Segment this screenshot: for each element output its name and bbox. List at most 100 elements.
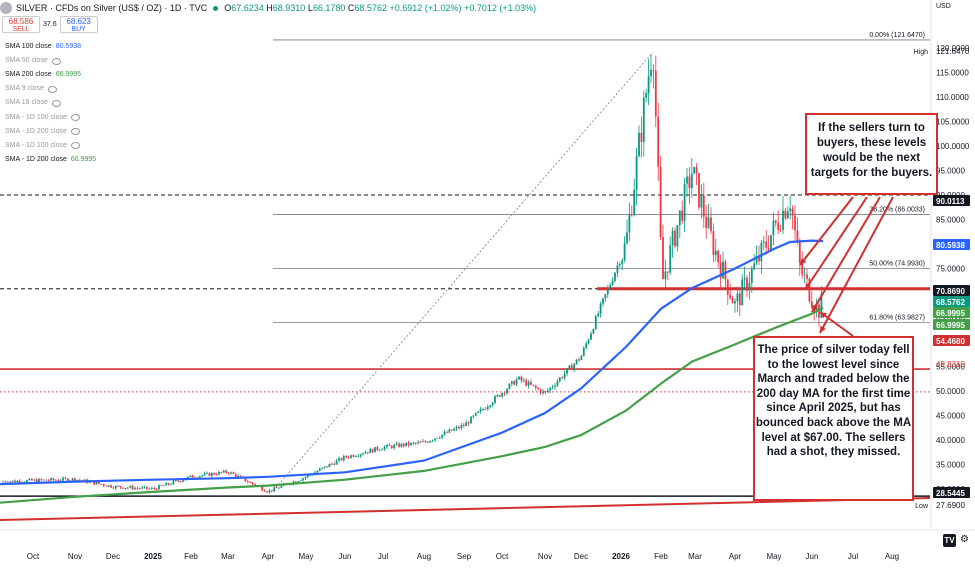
candle-body [460, 425, 463, 429]
candle-body [191, 475, 194, 478]
price-label: 28.5445 [936, 489, 965, 498]
candle-body [102, 484, 105, 486]
candle-body [503, 392, 506, 394]
candle-body [30, 478, 33, 481]
candle-body [707, 217, 710, 228]
close-value: 68.5762 [354, 3, 387, 13]
price-label: 121.6470 [936, 47, 970, 56]
tradingview-logo[interactable]: TV [943, 534, 956, 547]
candle-body [611, 280, 614, 285]
candle-body [148, 488, 151, 490]
candle-body [18, 480, 21, 483]
candle-body [470, 416, 472, 424]
candle-body [136, 487, 139, 489]
candle-body [347, 457, 350, 459]
y-tick-label: 120.0000 [936, 44, 970, 53]
indicator-row[interactable]: SMA 200 close 66.9995 [5, 68, 96, 82]
indicator-row[interactable]: SMA 9 close [5, 82, 96, 96]
candle-body [810, 301, 813, 308]
candle-body [107, 485, 110, 487]
chart-header: SILVER · CFDs on Silver (US$ / OZ) · 1D … [0, 0, 536, 16]
y-tick-label: 35.0000 [936, 461, 965, 470]
price-label: 66.9995 [936, 321, 965, 330]
candle-body [26, 480, 28, 483]
buy-label: BUY [71, 26, 86, 33]
indicator-row[interactable]: SMA 50 close [5, 54, 96, 68]
indicator-row[interactable]: SMA 100 close 80.5938 [5, 40, 96, 54]
candle-body [671, 230, 674, 246]
candle-body [544, 391, 547, 392]
candle-body [585, 343, 588, 348]
candle-body [774, 220, 777, 223]
candle-body [750, 269, 753, 283]
candle-body [203, 473, 206, 476]
candle-body [714, 250, 717, 256]
y-tick-label: 55.0000 [936, 363, 965, 372]
annotation-arrowhead [800, 258, 807, 265]
candle-body [563, 373, 566, 378]
candle-body [520, 376, 523, 381]
candle-body [455, 427, 458, 429]
candle-body [93, 481, 96, 485]
price-label-bg [933, 239, 970, 250]
indicator-row[interactable]: SMA - 1D 100 close [5, 110, 96, 124]
candle-body [743, 277, 746, 280]
currency-label[interactable]: USD [936, 3, 951, 10]
buy-button[interactable]: 68.623 BUY [59, 16, 98, 33]
candle-body [438, 437, 441, 439]
candle-body [594, 316, 597, 330]
candle-body [695, 167, 698, 174]
candle-body [717, 250, 720, 263]
spread-value: 37.6 [43, 21, 57, 28]
candle-body [273, 487, 276, 492]
candle-body [14, 480, 16, 483]
candle-body [225, 470, 228, 473]
candle-body [405, 442, 408, 447]
candle-body [698, 173, 700, 208]
hidden-eye-icon[interactable] [70, 128, 80, 136]
indicator-label: SMA 200 close [5, 71, 52, 79]
candle-body [62, 477, 64, 481]
candle-body [174, 480, 177, 482]
candle-body [294, 481, 297, 483]
candle-body [633, 189, 636, 215]
candle-body [578, 359, 580, 361]
candle-body [642, 97, 645, 142]
candle-body [779, 229, 782, 231]
hidden-eye-icon[interactable] [70, 114, 80, 122]
indicator-row[interactable]: SMA - 1D 100 close [5, 139, 96, 153]
candle-body [318, 468, 321, 472]
hidden-eye-icon[interactable] [51, 99, 61, 107]
candle-body [162, 485, 165, 487]
indicator-row[interactable]: SMA - 1D 200 close [5, 125, 96, 139]
hidden-eye-icon[interactable] [47, 85, 57, 93]
candle-body [119, 486, 122, 488]
indicator-row[interactable]: SMA - 1D 200 close 66.9995 [5, 153, 96, 167]
price-label-bg [933, 285, 970, 296]
indicator-row[interactable]: SMA 18 close [5, 96, 96, 110]
candle-body [220, 471, 223, 473]
annotation-arrow [819, 196, 894, 334]
candle-body [539, 389, 542, 394]
candle-body [801, 263, 804, 275]
hidden-eye-icon[interactable] [51, 57, 61, 65]
y-tick-label: 95.0000 [936, 167, 965, 176]
candle-body [681, 210, 684, 221]
candle-body [52, 478, 55, 480]
x-tick-label: Sep [457, 552, 472, 561]
sell-price: 68.586 [8, 17, 34, 26]
sell-button[interactable]: 68.586 SELL [2, 16, 40, 33]
settings-gear-icon[interactable]: ⚙ [960, 534, 969, 545]
candle-body [268, 490, 271, 493]
candle-body [676, 225, 679, 247]
x-tick-label: Apr [729, 552, 742, 561]
candle-body [678, 210, 681, 226]
candle-body [302, 478, 304, 481]
hidden-eye-icon[interactable] [70, 142, 80, 150]
candle-body [510, 381, 513, 384]
chart-title[interactable]: SILVER · CFDs on Silver (US$ / OZ) · 1D … [16, 3, 208, 13]
y-tick-label: 75.0000 [936, 265, 965, 274]
x-tick-label: Jun [806, 552, 819, 561]
candle-body [806, 274, 808, 279]
